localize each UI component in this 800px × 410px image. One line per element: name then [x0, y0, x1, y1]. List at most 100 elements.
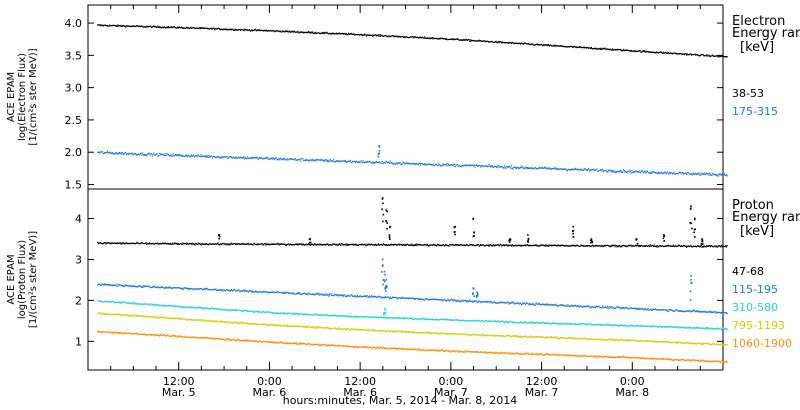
data-point — [601, 170, 603, 172]
data-point — [359, 34, 361, 36]
data-point — [148, 243, 150, 245]
data-point — [228, 321, 230, 323]
data-point — [720, 55, 722, 58]
data-point — [200, 319, 202, 321]
data-point — [275, 243, 277, 245]
data-point — [425, 37, 427, 39]
data-point — [721, 55, 723, 57]
data-point — [278, 313, 280, 315]
data-point — [721, 173, 723, 175]
data-point — [466, 164, 468, 166]
data-point — [684, 53, 686, 55]
data-point — [318, 292, 320, 294]
data-point — [673, 245, 675, 248]
data-point — [578, 46, 580, 49]
data-point — [214, 308, 216, 310]
data-point — [419, 298, 421, 300]
data-point — [138, 285, 140, 287]
data-point — [192, 306, 194, 308]
data-point — [404, 297, 406, 299]
data-point — [318, 244, 320, 246]
data-point — [335, 315, 337, 317]
data-point — [309, 159, 311, 161]
data-point — [319, 293, 321, 295]
data-point — [623, 170, 625, 172]
data-point — [557, 304, 560, 307]
data-point — [546, 245, 548, 247]
data-point — [289, 243, 291, 245]
data-point — [485, 165, 487, 167]
data-point — [249, 323, 251, 325]
data-point — [314, 293, 316, 295]
data-point — [168, 287, 170, 289]
data-point — [617, 171, 619, 173]
data-point — [449, 243, 451, 246]
data-point — [164, 287, 166, 289]
data-point — [202, 320, 204, 322]
data-point — [396, 35, 398, 37]
data-point — [144, 26, 146, 28]
data-point — [173, 286, 175, 288]
data-point — [277, 158, 279, 160]
data-point — [149, 287, 151, 289]
data-point — [504, 42, 506, 44]
data-point — [508, 41, 510, 43]
data-point — [103, 284, 105, 286]
data-point — [643, 172, 645, 174]
data-point — [236, 243, 238, 246]
data-point — [121, 314, 123, 316]
data-point — [174, 305, 176, 307]
data-point — [103, 24, 105, 26]
data-point — [102, 153, 104, 155]
data-point — [672, 172, 674, 174]
data-point — [624, 307, 626, 309]
data-point — [265, 323, 267, 325]
data-point — [478, 319, 480, 322]
data-point — [408, 317, 410, 319]
data-point — [214, 243, 216, 245]
data-point — [481, 320, 483, 322]
data-point — [576, 244, 578, 247]
data-point — [120, 285, 123, 287]
data-point — [424, 36, 426, 38]
data-point — [129, 25, 131, 27]
data-point — [644, 308, 646, 310]
data-point — [648, 244, 650, 246]
data-point — [402, 296, 404, 298]
data-point — [471, 164, 473, 166]
data-point — [201, 155, 203, 157]
data-point — [289, 31, 291, 33]
data-point — [386, 222, 388, 224]
data-point — [253, 29, 255, 32]
data-point — [636, 245, 638, 247]
data-point — [219, 308, 221, 310]
data-point — [436, 37, 438, 40]
data-point — [120, 153, 123, 155]
data-point — [424, 298, 426, 300]
data-point — [662, 237, 665, 239]
data-point — [551, 304, 553, 306]
data-point — [392, 35, 394, 37]
data-point — [717, 175, 719, 177]
data-point — [496, 244, 498, 246]
data-point — [354, 34, 356, 36]
data-point — [625, 245, 627, 247]
data-point — [688, 245, 690, 248]
data-point — [108, 152, 110, 154]
data-point — [466, 39, 468, 41]
data-point — [289, 292, 291, 294]
data-point — [246, 156, 249, 158]
data-point — [187, 155, 189, 157]
data-point — [482, 320, 485, 322]
data-point — [182, 155, 184, 157]
data-point — [125, 285, 127, 287]
data-point — [358, 161, 360, 163]
data-point — [306, 314, 308, 316]
data-point — [515, 322, 517, 324]
data-point — [180, 154, 182, 157]
data-point — [662, 51, 665, 53]
data-point — [611, 306, 613, 308]
data-point — [721, 329, 723, 331]
data-point — [516, 166, 518, 169]
data-point — [533, 168, 535, 170]
